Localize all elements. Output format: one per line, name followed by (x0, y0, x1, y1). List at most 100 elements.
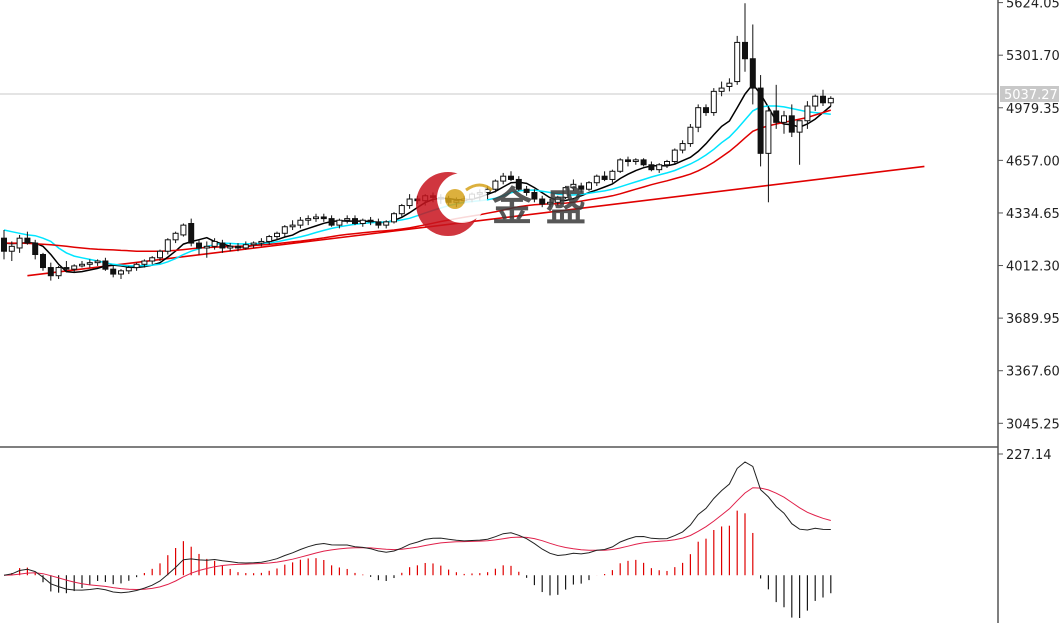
candle (86, 259, 93, 268)
candle (188, 218, 195, 247)
candle (8, 241, 15, 262)
candle (406, 194, 413, 209)
candle (742, 3, 748, 72)
candle (695, 104, 702, 133)
candle (40, 252, 46, 271)
candle (274, 231, 280, 240)
macd-axis-label: 227.14 (1006, 448, 1052, 463)
candle (79, 261, 85, 268)
candle (313, 213, 319, 222)
candle (531, 189, 538, 203)
candle (328, 215, 335, 227)
price-tick-label: 5301.70 (1006, 49, 1059, 64)
macd-panel: 227.14 (3, 448, 1052, 618)
candle (671, 148, 678, 165)
macd-dif-line (3, 461, 831, 594)
candle (508, 171, 514, 182)
candle (601, 171, 608, 182)
candle (102, 257, 109, 271)
candle (703, 104, 709, 116)
price-tick-label: 3045.25 (1006, 417, 1059, 432)
candle (781, 110, 787, 134)
candle (94, 259, 101, 266)
candle (788, 104, 795, 138)
price-tick-label: 5624.05 (1006, 0, 1059, 12)
candle (547, 199, 553, 208)
candle (281, 225, 288, 237)
candle (718, 81, 725, 97)
candle (827, 96, 834, 107)
candle (492, 179, 499, 193)
price-tick-label: 3689.95 (1006, 312, 1059, 327)
candle (55, 265, 62, 279)
candle (804, 101, 811, 129)
candle (687, 123, 694, 147)
candle (118, 269, 124, 279)
candle (734, 35, 741, 85)
candle (336, 218, 343, 229)
candle (726, 78, 733, 92)
candle (258, 238, 265, 247)
candle (297, 216, 304, 229)
price-tick-label: 4657.00 (1006, 154, 1059, 169)
candle (125, 265, 132, 275)
candle (141, 259, 148, 268)
candle (609, 169, 616, 183)
candle (266, 234, 273, 245)
candle (796, 120, 803, 165)
candle (219, 239, 226, 253)
watermark-logo: 金 盛 (416, 172, 586, 236)
candle (515, 176, 522, 191)
candle (196, 239, 202, 255)
candle (679, 140, 686, 154)
candle (656, 163, 663, 173)
candle (625, 156, 631, 167)
candle (32, 239, 39, 260)
candle (71, 264, 78, 273)
candle (235, 243, 241, 252)
candle (47, 262, 54, 281)
candle (765, 106, 772, 203)
price-tick-label: 4012.30 (1006, 260, 1059, 275)
candle (172, 231, 179, 244)
candle (773, 84, 780, 129)
candle (180, 223, 187, 237)
candle (24, 231, 31, 245)
moving-average-line (4, 109, 832, 252)
price-axis-ticks: 5624.05 5301.70 4979.35 4657.00 4334.65 4012.… (998, 0, 1059, 432)
candle (554, 195, 561, 206)
candle (812, 94, 819, 111)
candle (16, 234, 23, 253)
candle (617, 158, 624, 173)
svg-text:金 盛: 金 盛 (491, 184, 586, 230)
candle (242, 241, 249, 250)
candle (648, 161, 655, 172)
candle (710, 88, 717, 116)
candle (398, 203, 405, 217)
candle (500, 172, 507, 185)
candle (110, 265, 117, 278)
candle (539, 195, 546, 208)
candle (367, 216, 374, 226)
candle (757, 75, 764, 167)
candle (1, 230, 7, 260)
candle (344, 215, 351, 224)
candle (157, 249, 163, 262)
candle (749, 24, 756, 105)
candle (352, 215, 358, 226)
candle (149, 256, 156, 265)
candle (664, 159, 670, 169)
candle (203, 241, 210, 258)
candle (640, 158, 647, 167)
price-panel: 5624.05 5301.70 4979.35 4657.00 4334.65 4012.… (0, 0, 1059, 432)
candle (164, 238, 171, 255)
candle (289, 220, 296, 231)
candle (320, 213, 327, 222)
candle (391, 212, 397, 224)
candle (578, 182, 585, 193)
candle (227, 243, 234, 252)
moving-average-line (3, 105, 831, 267)
candle (586, 181, 592, 191)
current-price-label: 5037.27 (1004, 88, 1058, 103)
candlestick-layer (1, 3, 834, 281)
